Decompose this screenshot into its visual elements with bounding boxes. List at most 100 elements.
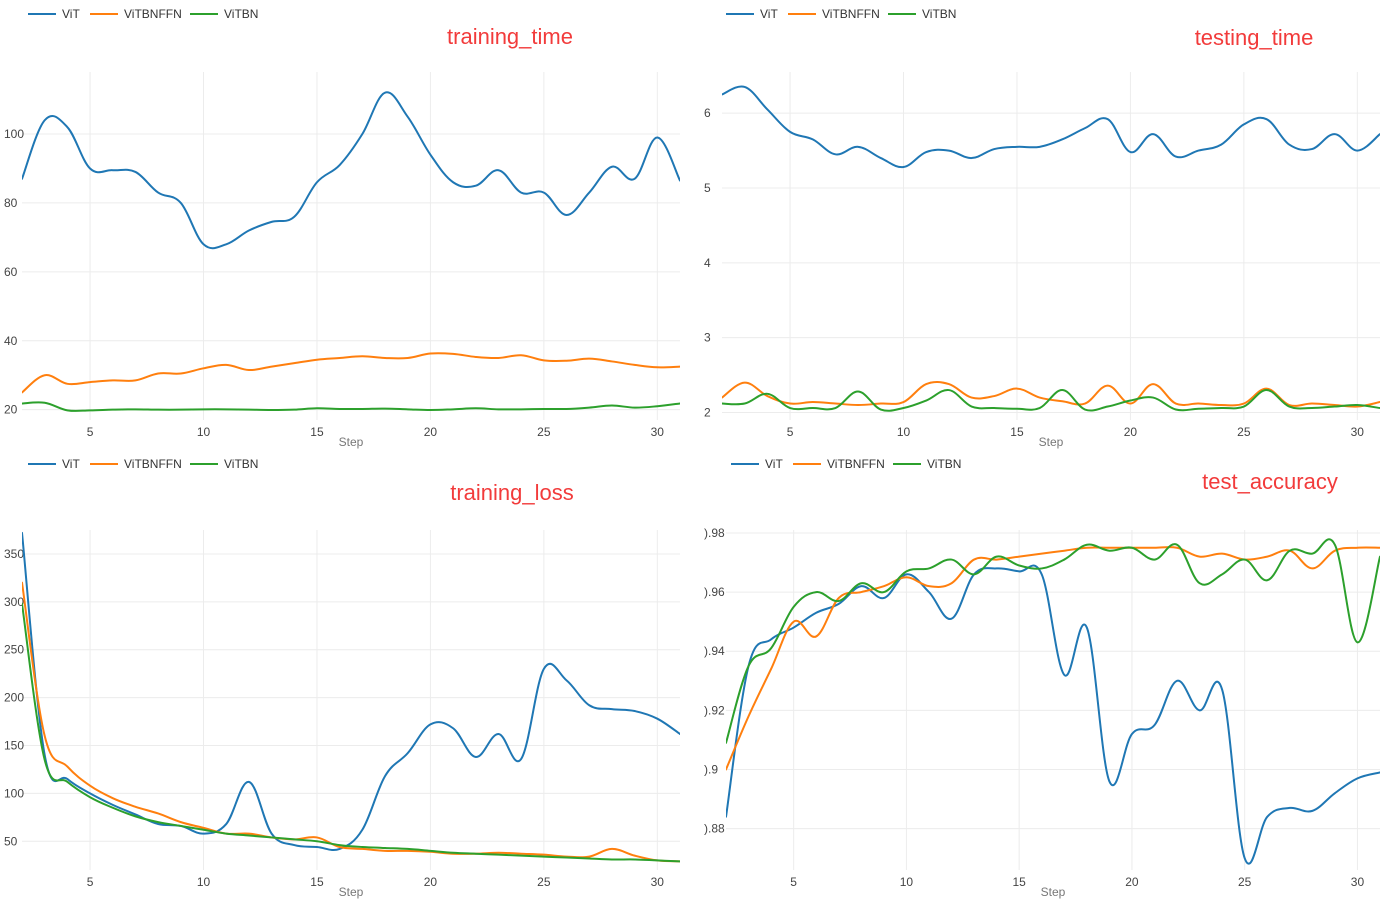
legend-item-vit[interactable]: ViT <box>731 457 783 471</box>
y-tick-label: ).94 <box>704 644 725 658</box>
legend-item-vitbnffn[interactable]: ViTBNFFN <box>788 7 880 21</box>
y-tick-label: 100 <box>4 786 24 800</box>
chart-testing-time: 5 10 15 20 25 30 2 3 4 5 6 Step ViT ViTBNFFN ViTBN test… <box>704 7 1380 449</box>
y-tick-label: ).96 <box>704 585 725 599</box>
legend-label: ViTBN <box>922 7 956 21</box>
y-tick-label: ).88 <box>704 822 725 836</box>
x-axis-title: Step <box>339 885 364 899</box>
y-tick-label: 350 <box>4 547 24 561</box>
legend-label: ViT <box>62 7 80 21</box>
series-lines <box>22 531 680 863</box>
legend-label: ViTBNFFN <box>124 457 182 471</box>
y-tick-label: 60 <box>4 265 18 279</box>
y-tick-label: 4 <box>704 256 711 270</box>
y-tick-label: 150 <box>4 738 24 752</box>
y-tick-label: 20 <box>4 403 18 417</box>
legend-item-vitbnffn[interactable]: ViTBNFFN <box>793 457 885 471</box>
series-lines <box>722 85 1380 412</box>
legend-label: ViTBNFFN <box>124 7 182 21</box>
x-tick-label: 10 <box>197 875 211 889</box>
legend-label: ViTBN <box>224 7 258 21</box>
legend-item-vitbn[interactable]: ViTBN <box>893 457 961 471</box>
x-tick-label: 25 <box>537 425 551 439</box>
legend-label: ViTBNFFN <box>827 457 885 471</box>
y-tick-label: 50 <box>4 834 18 848</box>
y-tick-label: 3 <box>704 331 711 345</box>
series-line-vitbnffn <box>22 352 680 394</box>
series-lines <box>726 538 1380 865</box>
y-tick-label: 5 <box>704 181 711 195</box>
y-tick-label: 300 <box>4 595 24 609</box>
x-tick-label: 15 <box>1010 425 1024 439</box>
x-tick-label: 10 <box>197 425 211 439</box>
legend-item-vitbnffn[interactable]: ViTBNFFN <box>90 7 182 21</box>
legend-label: ViT <box>62 457 80 471</box>
x-tick-label: 30 <box>1351 875 1365 889</box>
x-tick-label: 25 <box>537 875 551 889</box>
legend[interactable]: ViT ViTBNFFN ViTBN <box>28 7 258 21</box>
legend-item-vit[interactable]: ViT <box>726 7 778 21</box>
legend-label: ViTBN <box>224 457 258 471</box>
x-axis-title: Step <box>339 435 364 449</box>
x-tick-label: 10 <box>900 875 914 889</box>
legend-label: ViTBN <box>927 457 961 471</box>
x-tick-label: 5 <box>790 875 797 889</box>
legend-label: ViTBNFFN <box>822 7 880 21</box>
legend-item-vit[interactable]: ViT <box>28 457 80 471</box>
series-line-vitbn <box>22 602 680 863</box>
y-tick-label: 80 <box>4 196 18 210</box>
y-tick-label: ).9 <box>704 762 718 776</box>
chart-title: test_accuracy <box>1202 469 1338 494</box>
series-line-vit <box>726 564 1380 865</box>
x-tick-label: 30 <box>1351 425 1365 439</box>
y-tick-label: 250 <box>4 643 24 657</box>
series-line-vitbnffn <box>722 380 1380 408</box>
x-tick-label: 5 <box>87 875 94 889</box>
chart-title: training_time <box>447 24 573 49</box>
series-line-vitbnffn <box>22 581 680 863</box>
x-tick-label: 20 <box>1124 425 1138 439</box>
legend-item-vitbnffn[interactable]: ViTBNFFN <box>90 457 182 471</box>
x-tick-label: 10 <box>897 425 911 439</box>
legend[interactable]: ViT ViTBNFFN ViTBN <box>726 7 956 21</box>
y-tick-label: 2 <box>704 406 711 420</box>
series-line-vitbn <box>722 389 1380 412</box>
x-tick-label: 25 <box>1237 425 1251 439</box>
x-tick-label: 15 <box>310 875 324 889</box>
x-tick-label: 5 <box>87 425 94 439</box>
series-line-vit <box>722 85 1380 169</box>
chart-test-accuracy: 5 10 15 20 25 30 ).88 ).9 ).92 ).94 ).96 ).98 Step Vi… <box>704 457 1380 899</box>
series-lines <box>22 91 680 412</box>
x-tick-label: 15 <box>1012 875 1026 889</box>
x-tick-label: 30 <box>651 425 665 439</box>
x-axis-title: Step <box>1041 885 1066 899</box>
series-line-vitbn <box>726 538 1380 744</box>
x-tick-label: 20 <box>424 425 438 439</box>
x-tick-label: 5 <box>787 425 794 439</box>
legend-item-vitbn[interactable]: ViTBN <box>888 7 956 21</box>
y-tick-label: 6 <box>704 106 711 120</box>
legend-label: ViT <box>765 457 783 471</box>
series-line-vitbn <box>22 401 680 412</box>
y-tick-label: ).92 <box>704 703 725 717</box>
x-tick-label: 20 <box>424 875 438 889</box>
legend-item-vitbn[interactable]: ViTBN <box>190 7 258 21</box>
x-tick-label: 25 <box>1238 875 1252 889</box>
legend-item-vitbn[interactable]: ViTBN <box>190 457 258 471</box>
legend[interactable]: ViT ViTBNFFN ViTBN <box>731 457 961 471</box>
y-tick-label: 100 <box>4 127 24 141</box>
series-line-vitbnffn <box>726 546 1380 771</box>
legend[interactable]: ViT ViTBNFFN ViTBN <box>28 457 258 471</box>
y-tick-label: 200 <box>4 691 24 705</box>
chart-title: training_loss <box>450 480 574 505</box>
x-tick-label: 20 <box>1125 875 1139 889</box>
legend-label: ViT <box>760 7 778 21</box>
y-tick-label: 40 <box>4 334 18 348</box>
x-tick-label: 15 <box>310 425 324 439</box>
y-tick-label: ).98 <box>704 526 725 540</box>
chart-title: testing_time <box>1195 25 1314 50</box>
legend-item-vit[interactable]: ViT <box>28 7 80 21</box>
